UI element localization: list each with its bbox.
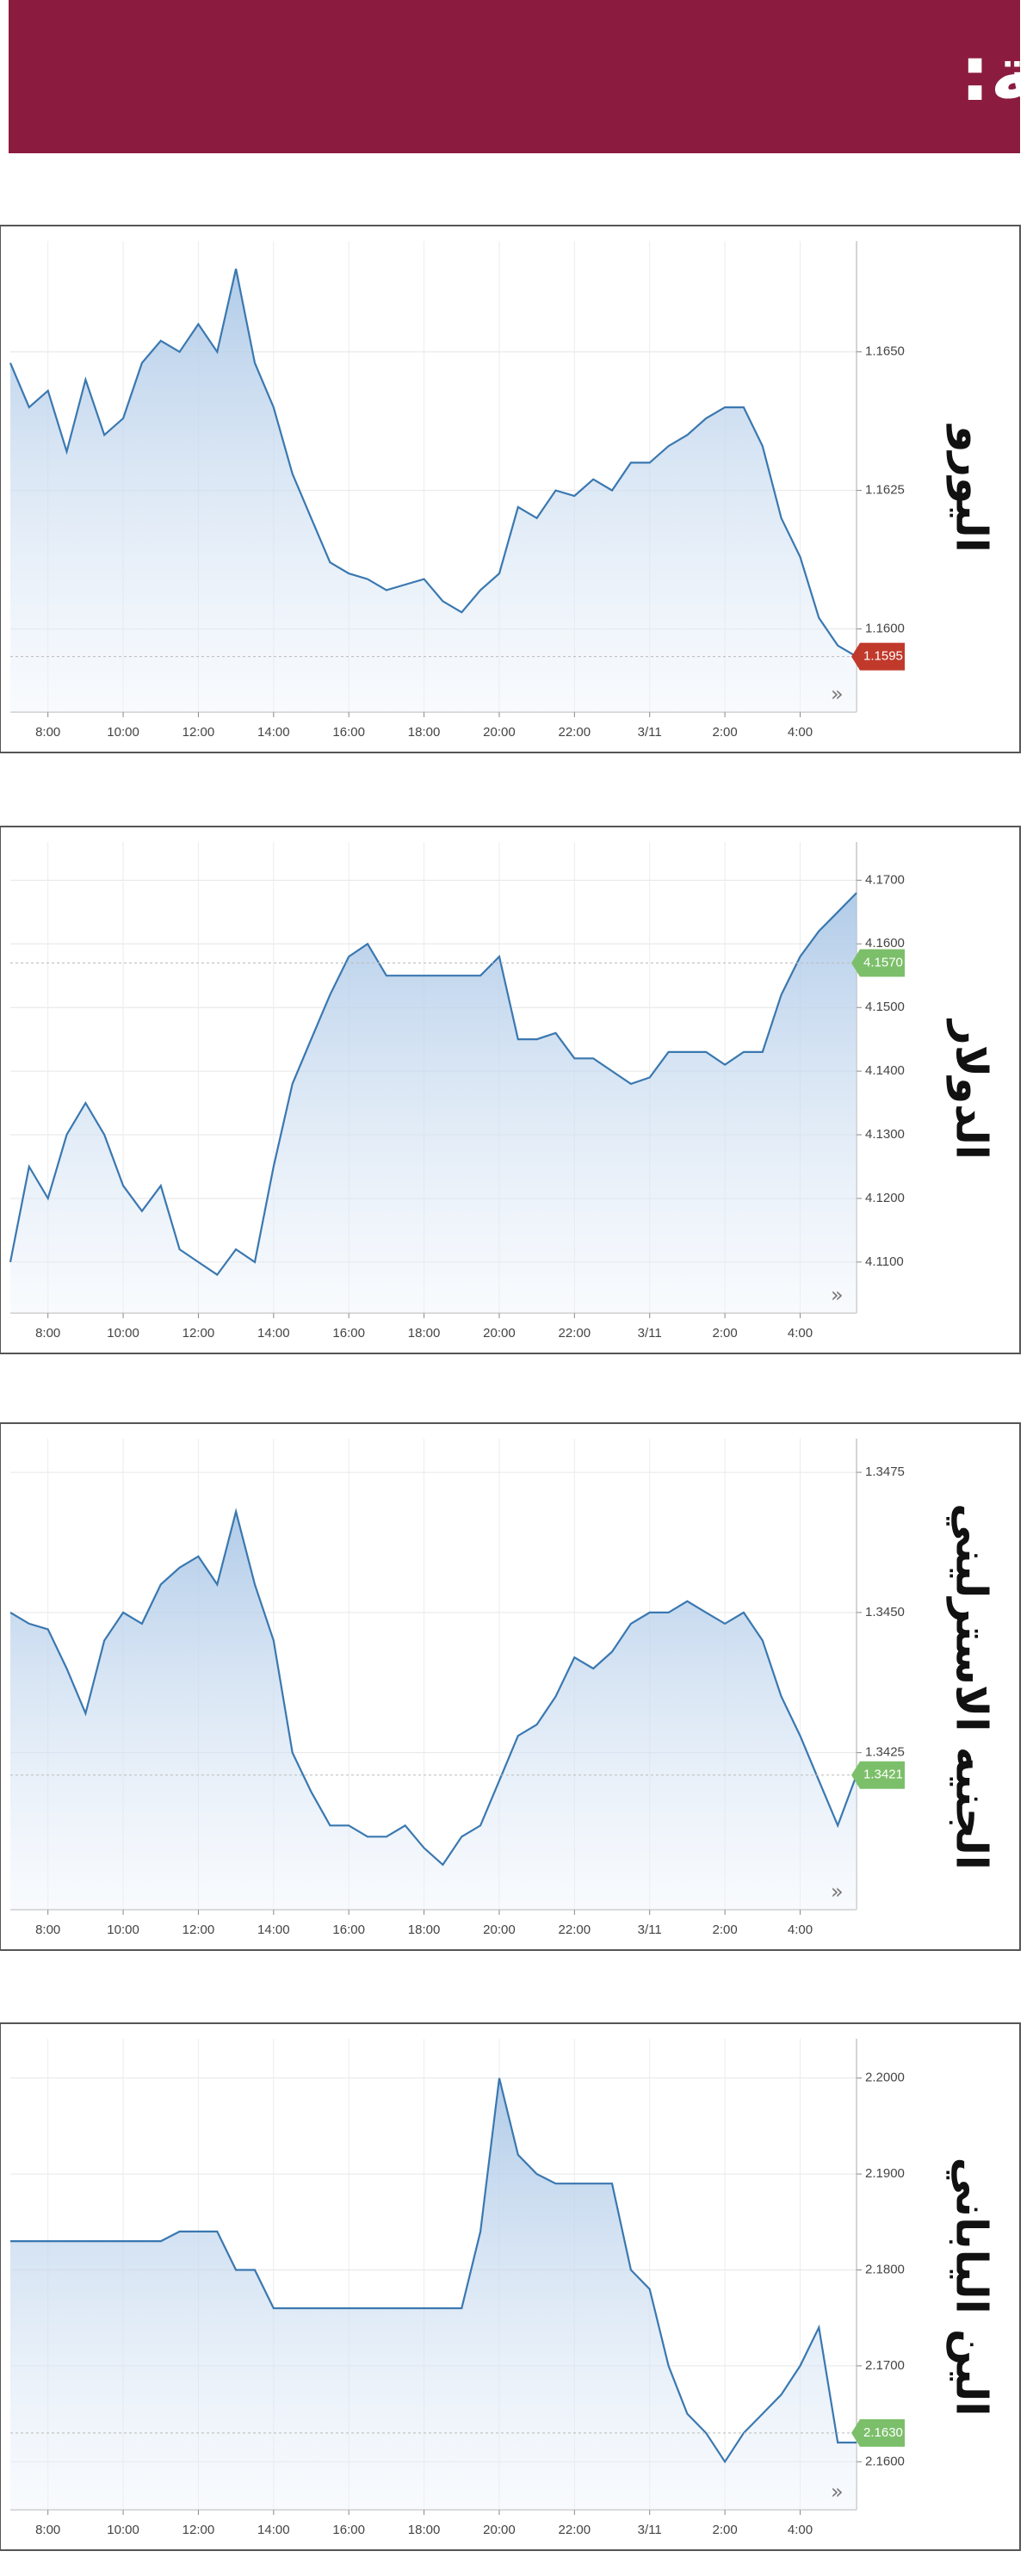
chart-panel: 1.1600 1.1625 1.1650 8:00 10:00 12:00 14:00 16:…: [0, 225, 1021, 753]
x-tick-label: 22:00: [559, 1923, 591, 1937]
y-tick-label: 4.1200: [865, 1191, 905, 1205]
scroll-icon: »: [831, 1283, 844, 1307]
x-tick-label: 12:00: [182, 725, 215, 740]
x-tick-label: 22:00: [559, 2523, 591, 2537]
panel-frame: [0, 1422, 1021, 1951]
current-label: 4.1570: [863, 955, 903, 969]
x-tick-label: 10:00: [107, 725, 139, 740]
y-tick-label: 4.1700: [865, 872, 905, 887]
y-tick-label: 2.1800: [865, 2262, 905, 2276]
x-tick-label: 16:00: [332, 1326, 365, 1341]
title-banner: [9, 0, 1020, 153]
y-tick-label: 2.1700: [865, 2358, 905, 2373]
chart-panel: 4.1100 4.1200 4.1300 4.1400 4.1500 4.1600 4.17…: [0, 826, 1021, 1354]
chart-panel: 2.1600 2.1700 2.1800 2.1900 2.2000 8:00 10:00 1…: [0, 2022, 1021, 2551]
x-tick-label: 14:00: [257, 1326, 290, 1341]
y-tick-label: 1.1650: [865, 344, 905, 359]
y-tick-label: 1.3425: [865, 1745, 905, 1760]
line: [9, 1508, 858, 1867]
current-label: 2.1630: [863, 2425, 903, 2440]
y-tick-label: 4.1100: [865, 1254, 904, 1269]
x-tick-label: 14:00: [257, 725, 290, 740]
currency-name: الجنيه الاسترليني: [946, 1503, 997, 1870]
y-tick-label: 4.1300: [865, 1127, 905, 1142]
currency-name: الدولار: [946, 1018, 997, 1160]
line: [10, 2078, 857, 2464]
x-tick-label: 22:00: [559, 1326, 591, 1341]
y-tick-label: 1.3450: [865, 1605, 905, 1619]
x-tick-label: 3/11: [638, 1326, 662, 1341]
x-tick-label: 18:00: [408, 1923, 441, 1937]
x-tick-label: 10:00: [107, 2523, 139, 2537]
x-tick-label: 2:00: [712, 1326, 737, 1341]
y-tick-label: 2.2000: [865, 2071, 905, 2085]
x-tick-label: 4:00: [788, 1923, 813, 1937]
x-tick-label: 18:00: [408, 725, 441, 740]
line: [9, 268, 857, 658]
x-tick-label: 20:00: [483, 2523, 516, 2537]
area: [10, 269, 857, 712]
x-tick-label: 4:00: [788, 2523, 813, 2537]
current-badge: [851, 2418, 905, 2447]
y-tick-label: 2.1900: [865, 2166, 905, 2181]
x-tick-label: 4:00: [788, 725, 813, 740]
x-tick-label: 3/11: [638, 2523, 662, 2537]
x-tick-label: 3/11: [638, 1923, 662, 1937]
x-tick-label: 20:00: [483, 1326, 516, 1341]
y-tick-label: 4.1500: [865, 1000, 905, 1014]
scroll-icon: »: [831, 1879, 844, 1904]
panel-frame: [0, 225, 1021, 753]
scroll-icon: »: [831, 682, 844, 706]
current-badge: [851, 642, 905, 671]
x-tick-label: 12:00: [182, 1923, 215, 1937]
currency-name: اليورو: [946, 423, 997, 553]
x-tick-label: 8:00: [35, 2523, 60, 2537]
x-tick-label: 8:00: [35, 1326, 60, 1341]
current-badge: [851, 1761, 905, 1789]
x-tick-label: 22:00: [559, 725, 591, 740]
area: [10, 1511, 857, 1910]
line: [9, 892, 857, 1277]
x-tick-label: 10:00: [107, 1326, 139, 1341]
current-label: 1.1595: [863, 649, 903, 664]
y-tick-label: 2.1600: [865, 2454, 905, 2468]
x-tick-label: 8:00: [35, 725, 60, 740]
panel-frame: [0, 826, 1021, 1354]
x-tick-label: 2:00: [712, 725, 737, 740]
x-tick-label: 14:00: [257, 1923, 290, 1937]
x-tick-label: 12:00: [182, 2523, 215, 2537]
page-title: تحركات العملات الرئيسة:: [960, 29, 1033, 118]
x-tick-label: 4:00: [788, 1326, 813, 1341]
y-tick-label: 4.1600: [865, 936, 905, 951]
x-tick-label: 20:00: [483, 725, 516, 740]
x-tick-label: 14:00: [257, 2523, 290, 2537]
x-tick-label: 10:00: [107, 1923, 139, 1937]
scroll-icon: »: [831, 2480, 844, 2504]
x-tick-label: 16:00: [332, 1923, 365, 1937]
current-label: 1.3421: [863, 1768, 903, 1782]
area: [10, 893, 857, 1313]
x-tick-label: 20:00: [483, 1923, 516, 1937]
x-tick-label: 18:00: [408, 1326, 441, 1341]
y-tick-label: 4.1400: [865, 1063, 905, 1078]
x-tick-label: 8:00: [35, 1923, 60, 1937]
x-tick-label: 3/11: [638, 725, 662, 740]
currency-name: الين الياباني: [946, 2158, 997, 2417]
chart-panel: 1.3425 1.3450 1.3475 8:00 10:00 12:00 14:00 16:…: [0, 1422, 1021, 1951]
panel-frame: [0, 2022, 1021, 2551]
y-tick-label: 1.3475: [865, 1464, 905, 1479]
x-tick-label: 2:00: [712, 1923, 737, 1937]
x-tick-label: 16:00: [332, 725, 365, 740]
y-tick-label: 1.1600: [865, 621, 905, 635]
x-tick-label: 16:00: [332, 2523, 365, 2537]
x-tick-label: 2:00: [712, 2523, 737, 2537]
current-badge: [851, 949, 905, 977]
x-tick-label: 18:00: [408, 2523, 441, 2537]
y-tick-label: 1.1625: [865, 483, 905, 498]
x-tick-label: 12:00: [182, 1326, 215, 1341]
area: [10, 2078, 857, 2510]
